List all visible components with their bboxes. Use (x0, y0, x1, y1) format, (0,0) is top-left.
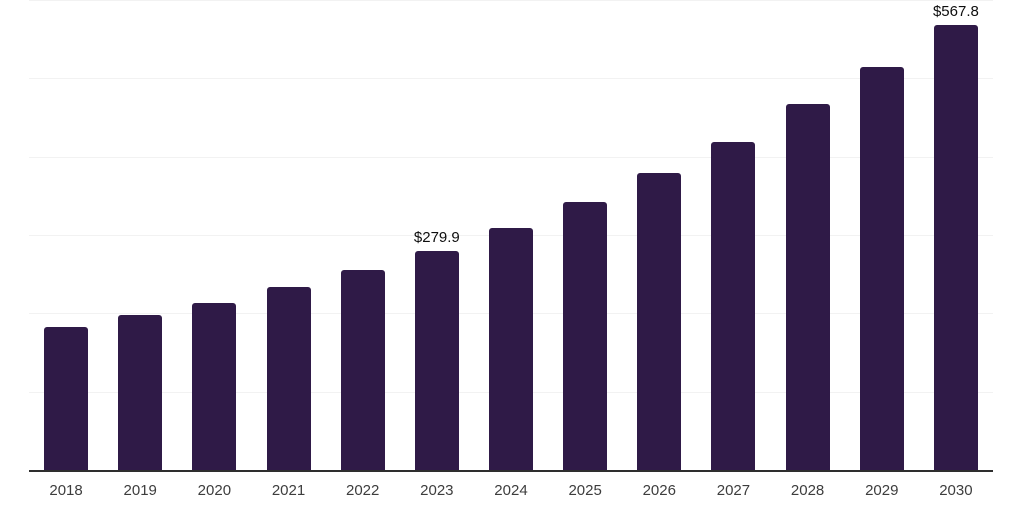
gridline-500 (29, 78, 993, 80)
x-tick-label-2029: 2029 (865, 482, 899, 499)
x-tick-label-2020: 2020 (197, 482, 232, 499)
x-tick-label-2027: 2027 (716, 482, 751, 499)
gridline-400 (29, 156, 993, 158)
x-tick-label-2018: 2018 (49, 482, 83, 499)
bar-2018 (44, 326, 89, 470)
x-tick-label-2021: 2021 (271, 482, 306, 499)
x-tick-label-2028: 2028 (790, 482, 825, 499)
bar-2029 (859, 66, 904, 470)
x-tick-label-2024: 2024 (494, 482, 528, 499)
bar-2023 (414, 250, 459, 470)
bar-2021 (266, 287, 311, 470)
bar-2030 (933, 25, 978, 470)
bar-2026 (637, 173, 682, 470)
x-tick-label-2025: 2025 (568, 482, 602, 499)
bar-2028 (785, 103, 830, 470)
x-tick-label-2026: 2026 (642, 482, 676, 499)
bar-2020 (192, 302, 237, 470)
bar-value-label-2023: $279.9 (413, 228, 460, 246)
plot-area: $279.9 $567.8 (29, 0, 993, 470)
bar-2027 (711, 142, 756, 470)
bar-value-label-2030: $567.8 (932, 3, 979, 21)
bar-2024 (489, 227, 533, 470)
x-tick-label-2022: 2022 (345, 482, 380, 499)
gridline-600 (29, 0, 993, 1)
x-tick-label-2023: 2023 (420, 482, 454, 499)
bar-2025 (563, 201, 608, 470)
x-axis-line (29, 470, 993, 472)
x-tick-label-2030: 2030 (939, 482, 973, 499)
x-tick-label-2019: 2019 (123, 482, 157, 499)
bar-2019 (118, 314, 163, 470)
bar-2022 (340, 270, 385, 470)
